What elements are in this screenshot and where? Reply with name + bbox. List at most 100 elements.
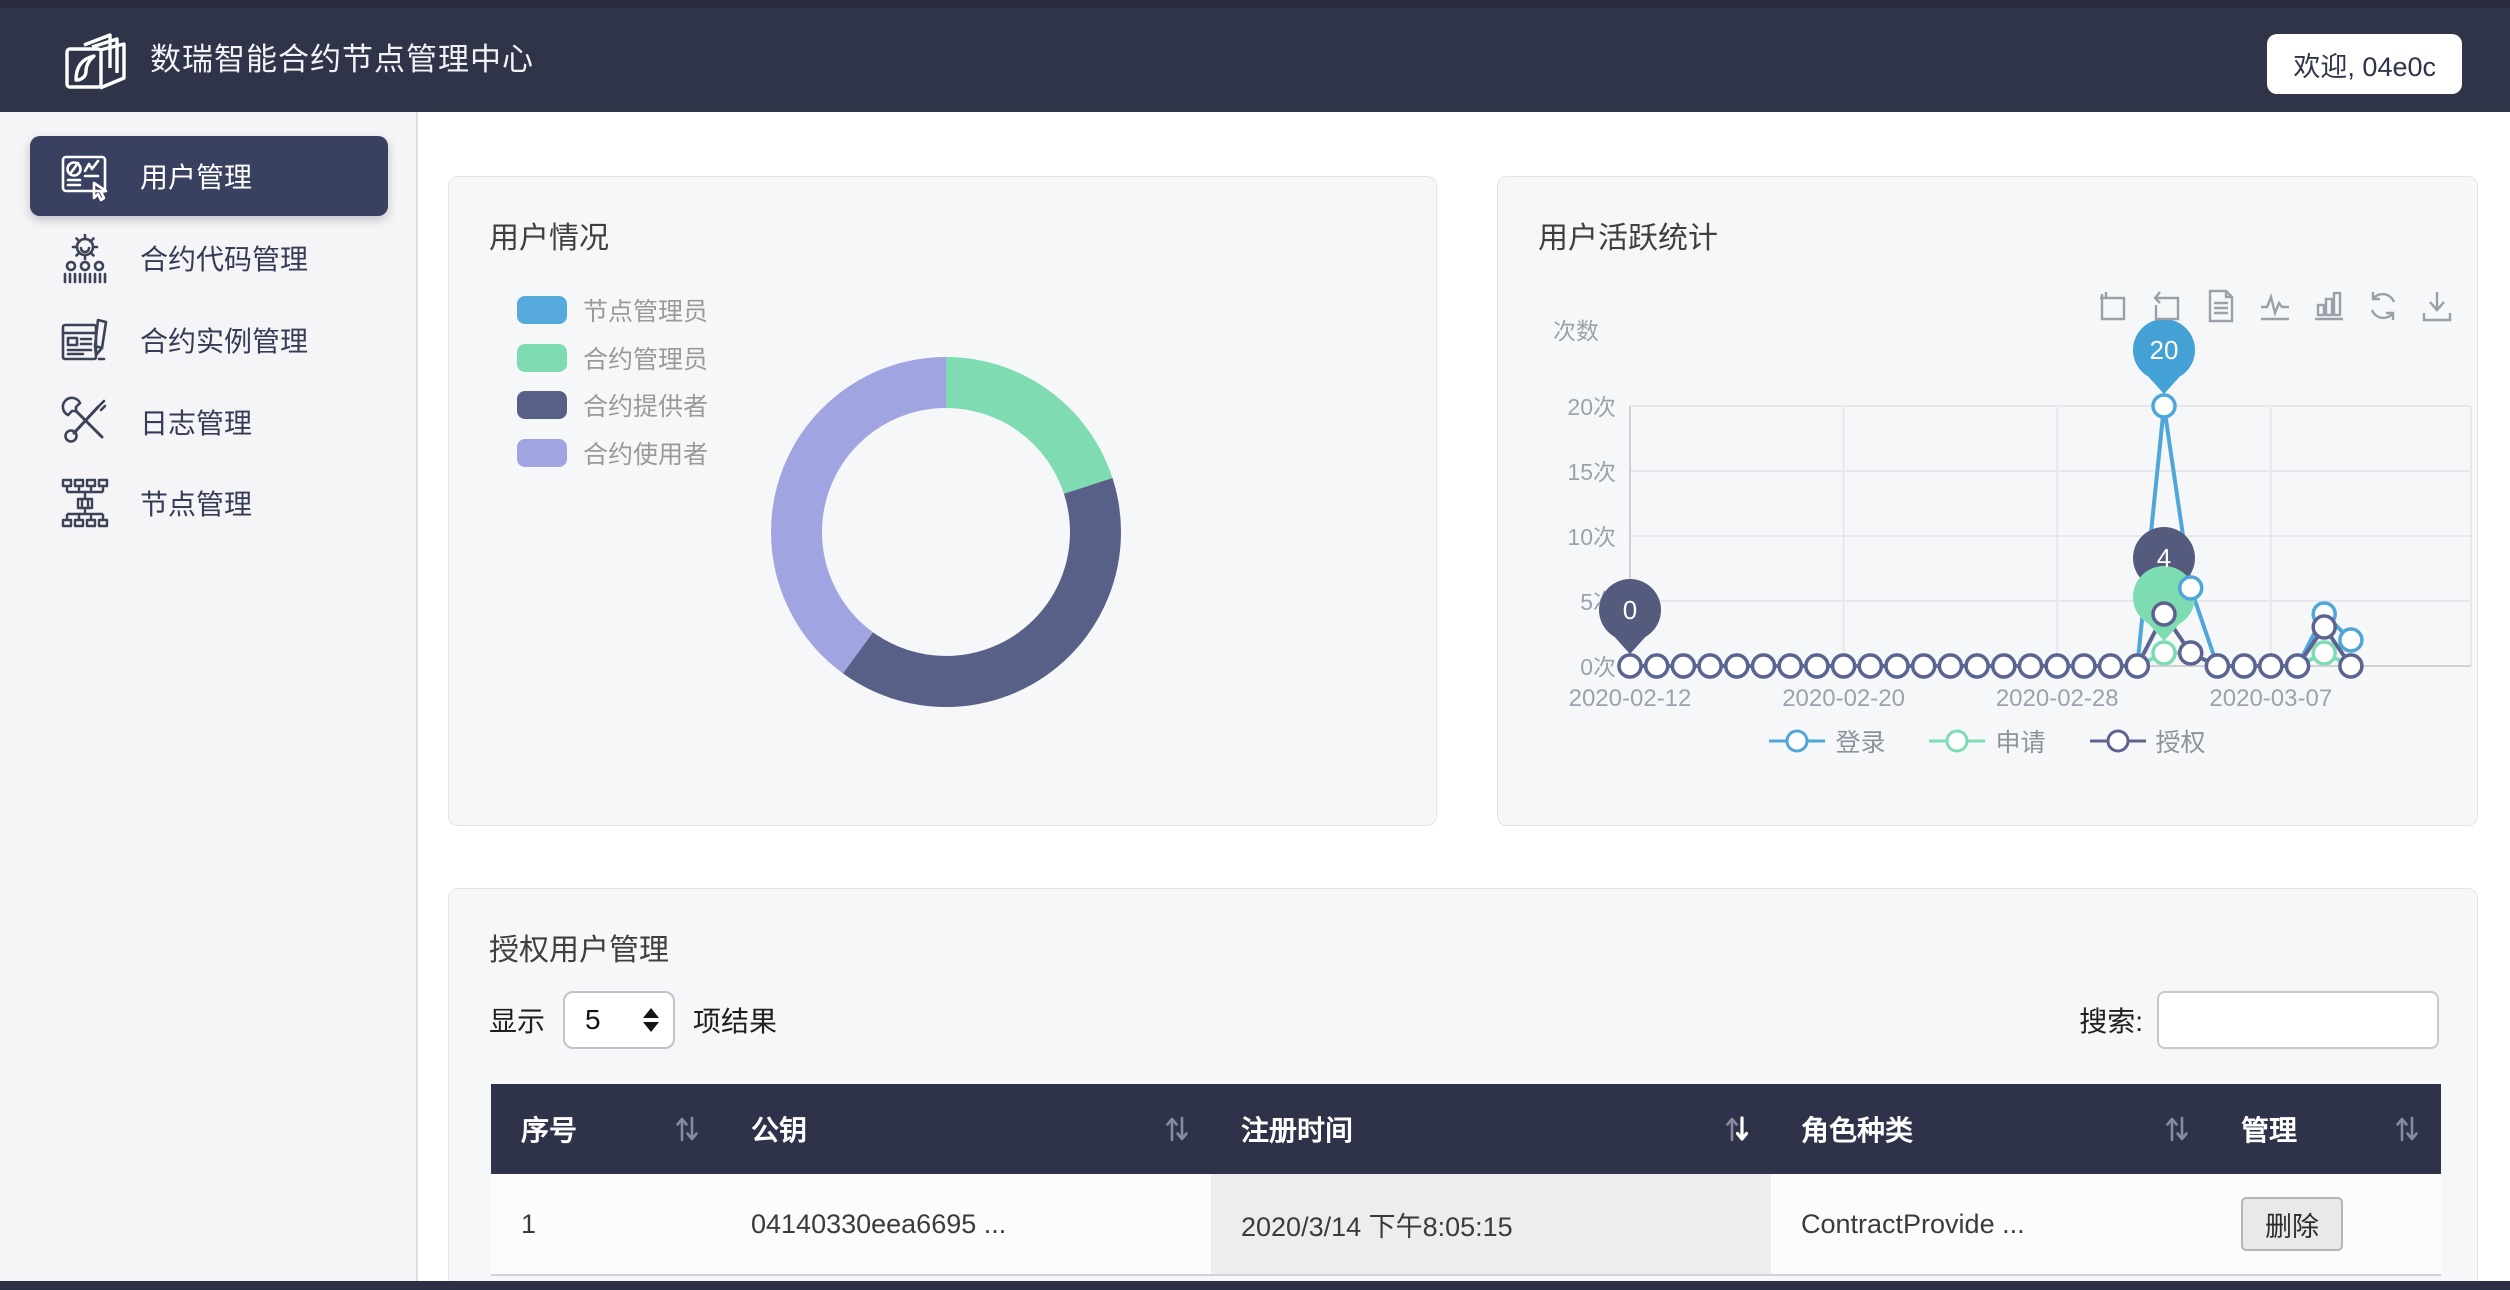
app-title: 数瑞智能合约节点管理中心 <box>150 42 534 77</box>
authorized-users-card: 授权用户管理 显示 5 项结果 搜索: 序号 公钥 注册时间 角色种类 <box>448 888 2478 1290</box>
contract-instance-icon <box>61 318 108 361</box>
column-header-注册时间[interactable]: 注册时间 <box>1211 1084 1771 1174</box>
svg-text:2020-02-28: 2020-02-28 <box>1996 685 2119 712</box>
sort-icon[interactable] <box>1723 1113 1751 1145</box>
contract-code-icon <box>63 233 107 284</box>
sidebar-item-contract-instance[interactable]: 合约实例管理 <box>30 300 388 380</box>
search-control: 搜索: <box>2079 991 2439 1049</box>
legend-label: 授权 <box>2155 729 2206 757</box>
app-header: 数瑞智能合约节点管理中心 欢迎, 04e0c <box>0 8 2510 112</box>
column-header-角色种类[interactable]: 角色种类 <box>1771 1084 2211 1174</box>
legend-swatch-icon <box>517 296 567 324</box>
window-bottom-edge <box>0 1281 2510 1290</box>
donut-legend-item: 合约使用者 <box>517 438 708 469</box>
sort-icon[interactable] <box>1163 1113 1191 1145</box>
sidebar-item-label: 合约实例管理 <box>140 326 309 357</box>
svg-text:10次: 10次 <box>1567 524 1616 550</box>
svg-text:15次: 15次 <box>1567 459 1616 485</box>
svg-text:0次: 0次 <box>1580 654 1616 680</box>
line-chart-icon[interactable] <box>2258 289 2292 323</box>
activity-legend-item[interactable]: 登录 <box>1769 723 1885 759</box>
sort-icon[interactable] <box>2163 1113 2191 1145</box>
legend-label: 合约提供者 <box>583 393 709 421</box>
sidebar-item-log-management[interactable]: 日志管理 <box>30 382 388 462</box>
sidebar-item-user-management[interactable]: 用户管理 <box>30 136 388 216</box>
legend-label: 合约使用者 <box>583 440 709 469</box>
table-cell: 1 <box>521 1208 537 1239</box>
donut-legend-item: 节点管理员 <box>517 296 708 326</box>
node-network-icon <box>61 478 109 528</box>
table-body: 1 04140330eea6695 ... 2020/3/14 下午8:05:15 C… <box>491 1174 2441 1276</box>
activity-card: 用户活跃统计 次数 0次 5次 10次 15次 20次 2020-02-12 2020-02-… <box>1497 176 2478 826</box>
legend-line-marker-icon <box>1769 729 1826 753</box>
sidebar: 用户管理 合约代码管理 合约实例管理 <box>0 112 418 1290</box>
window-top-edge <box>0 0 2510 8</box>
table-cell: 04140330eea6695 ... <box>751 1208 1007 1239</box>
legend-label: 合约管理员 <box>583 345 709 374</box>
column-label: 公钥 <box>751 1115 808 1146</box>
activity-title: 用户活跃统计 <box>1538 222 1718 255</box>
column-label: 管理 <box>2241 1115 2298 1146</box>
svg-text:2020-02-20: 2020-02-20 <box>1782 685 1905 712</box>
legend-line-marker-icon <box>1929 729 1986 753</box>
show-label: 显示 <box>489 1006 546 1037</box>
activity-legend: 登录 申请 授权 <box>1498 723 2477 759</box>
svg-text:0: 0 <box>1623 595 1637 625</box>
chart-toolbox <box>2096 289 2454 323</box>
authorized-users-table: 序号 公钥 注册时间 角色种类 管理 1 04140330eea6695 ... 2 <box>491 1084 2441 1276</box>
legend-swatch-icon <box>517 391 567 419</box>
legend-label: 登录 <box>1835 729 1886 757</box>
activity-legend-item[interactable]: 申请 <box>1929 723 2046 759</box>
svg-text:2020-03-07: 2020-03-07 <box>2209 685 2332 712</box>
donut-legend-item: 合约管理员 <box>517 343 708 374</box>
legend-swatch-icon <box>517 438 567 467</box>
svg-text:2020-02-12: 2020-02-12 <box>1569 685 1692 712</box>
legend-label: 节点管理员 <box>583 298 709 326</box>
sidebar-item-label: 用户管理 <box>140 162 253 193</box>
user-dashboard-icon <box>61 155 108 202</box>
column-header-序号[interactable]: 序号 <box>491 1084 721 1174</box>
data-zoom-icon[interactable] <box>2096 289 2130 323</box>
table-cell: ContractProvide ... <box>1801 1208 2025 1239</box>
page-size-select[interactable]: 5 <box>563 991 676 1049</box>
delete-button[interactable]: 删除 <box>2241 1197 2343 1251</box>
user-status-title: 用户情况 <box>489 222 609 255</box>
svg-text:4: 4 <box>2157 543 2171 573</box>
welcome-user-button[interactable]: 欢迎, 04e0c <box>2267 34 2462 94</box>
table-row: 1 04140330eea6695 ... 2020/3/14 下午8:05:15 C… <box>491 1174 2441 1276</box>
spinner-arrows-icon <box>643 1008 660 1032</box>
save-image-icon[interactable] <box>2420 289 2454 323</box>
log-tools-icon <box>61 396 107 443</box>
sort-icon[interactable] <box>2393 1113 2421 1145</box>
sidebar-item-contract-code[interactable]: 合约代码管理 <box>30 218 388 298</box>
sidebar-item-label: 合约代码管理 <box>140 244 309 275</box>
authorized-users-title: 授权用户管理 <box>489 934 669 967</box>
column-label: 序号 <box>521 1115 578 1146</box>
activity-legend-item[interactable]: 授权 <box>2089 723 2206 759</box>
results-label: 项结果 <box>693 1006 778 1037</box>
sidebar-item-label: 日志管理 <box>140 408 253 439</box>
column-header-管理[interactable]: 管理 <box>2211 1084 2441 1174</box>
legend-swatch-icon <box>517 343 567 372</box>
svg-text:20次: 20次 <box>1567 394 1616 420</box>
data-view-icon[interactable] <box>2204 289 2238 323</box>
column-label: 注册时间 <box>1241 1115 1354 1146</box>
column-header-公钥[interactable]: 公钥 <box>721 1084 1211 1174</box>
user-status-card: 用户情况 节点管理员合约管理员合约提供者合约使用者 <box>448 176 1437 826</box>
bar-chart-icon[interactable] <box>2312 289 2346 323</box>
search-label: 搜索: <box>2079 1006 2143 1037</box>
search-input[interactable] <box>2157 991 2439 1049</box>
svg-text:次数: 次数 <box>1553 318 1599 344</box>
page-size-value: 5 <box>585 1004 601 1035</box>
user-status-donut-chart <box>771 357 1121 707</box>
legend-label: 申请 <box>1995 729 2046 757</box>
zoom-reset-icon[interactable] <box>2150 289 2184 323</box>
sidebar-item-node-management[interactable]: 节点管理 <box>30 463 388 543</box>
column-label: 角色种类 <box>1801 1115 1914 1146</box>
restore-icon[interactable] <box>2366 289 2400 323</box>
table-cell-actions: 删除 <box>2211 1174 2441 1274</box>
sort-icon[interactable] <box>673 1113 701 1145</box>
svg-text:20: 20 <box>2150 335 2179 365</box>
app-logo-icon <box>65 33 126 90</box>
